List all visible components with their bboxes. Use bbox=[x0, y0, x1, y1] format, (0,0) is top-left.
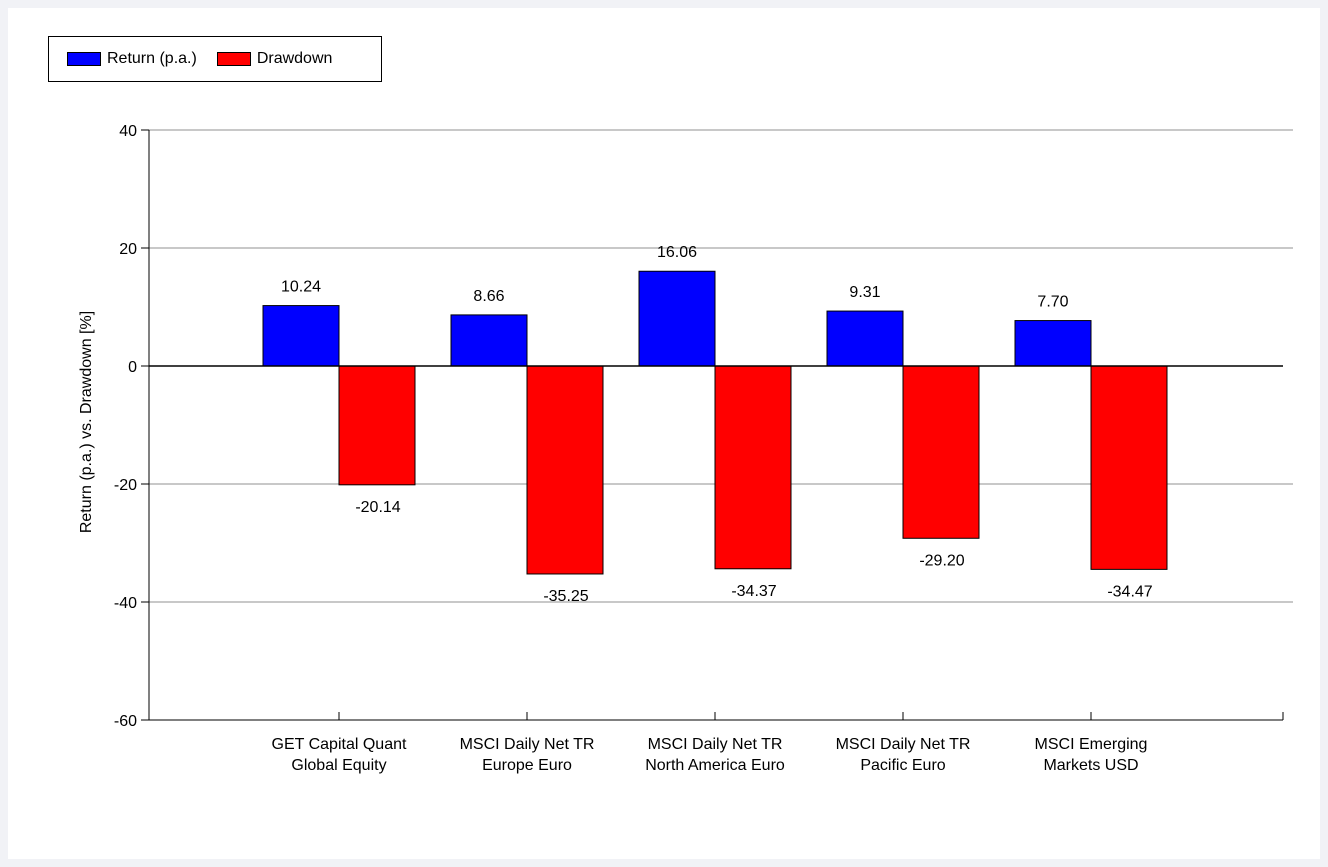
data-label-return-2: 16.06 bbox=[657, 244, 697, 261]
y-tick-label: -40 bbox=[114, 595, 137, 612]
legend: Return (p.a.) Drawdown bbox=[48, 36, 382, 82]
data-label-return-4: 7.70 bbox=[1037, 294, 1068, 311]
bar-return-3 bbox=[826, 310, 904, 367]
x-tick-label-line: Markets USD bbox=[1043, 757, 1138, 774]
x-tick-label-line: GET Capital Quant bbox=[272, 736, 407, 753]
legend-swatch-return bbox=[67, 52, 101, 66]
data-label-return-3: 9.31 bbox=[849, 284, 880, 301]
x-tick-label-line: North America Euro bbox=[645, 757, 785, 774]
data-label-drawdown-1: -35.25 bbox=[543, 588, 588, 605]
y-tick-label: -20 bbox=[114, 477, 137, 494]
data-label-drawdown-2: -34.37 bbox=[731, 583, 776, 600]
data-label-drawdown-4: -34.47 bbox=[1107, 583, 1152, 600]
x-tick-label-line: MSCI Daily Net TR bbox=[460, 736, 595, 753]
x-tick-label-line: MSCI Emerging bbox=[1035, 736, 1148, 753]
bar-drawdown-0 bbox=[338, 365, 416, 486]
x-tick-label-4: MSCI Emerging Markets USD bbox=[1035, 736, 1148, 774]
data-labels: 10.24 -20.14 8.66 -35.25 16.06 -34.37 9.31 -29.… bbox=[281, 244, 1153, 605]
x-tick-label-line: Europe Euro bbox=[482, 757, 572, 774]
bar-drawdown-4 bbox=[1090, 365, 1168, 570]
y-tick-label: 0 bbox=[128, 359, 137, 376]
bar-return-1 bbox=[450, 314, 528, 367]
y-tick-label: -60 bbox=[114, 713, 137, 730]
x-tick-label-2: MSCI Daily Net TR North America Euro bbox=[645, 736, 785, 774]
x-tick-label-line: MSCI Daily Net TR bbox=[648, 736, 783, 753]
data-label-return-1: 8.66 bbox=[473, 288, 504, 305]
data-label-return-0: 10.24 bbox=[281, 279, 321, 296]
x-tick-label-0: GET Capital Quant Global Equity bbox=[272, 736, 407, 774]
x-tick-label-line: MSCI Daily Net TR bbox=[836, 736, 971, 753]
legend-label-drawdown: Drawdown bbox=[256, 50, 333, 67]
bar-drawdown-1 bbox=[526, 365, 604, 575]
bar-drawdown-3 bbox=[902, 365, 980, 539]
data-label-drawdown-3: -29.20 bbox=[919, 552, 964, 569]
bar-return-0 bbox=[262, 305, 340, 367]
x-tick-label-1: MSCI Daily Net TR Europe Euro bbox=[460, 736, 595, 774]
y-tick-label: 40 bbox=[119, 123, 137, 140]
x-tick-label-3: MSCI Daily Net TR Pacific Euro bbox=[836, 736, 971, 774]
bar-drawdown-2 bbox=[714, 365, 792, 570]
y-axis-label: Return (p.a.) vs. Drawdown [%] bbox=[78, 311, 95, 533]
bars bbox=[262, 270, 1168, 575]
legend-label-return: Return (p.a.) bbox=[107, 50, 197, 67]
data-label-drawdown-0: -20.14 bbox=[355, 499, 400, 516]
legend-swatch-drawdown bbox=[216, 52, 251, 66]
x-tick-label-line: Pacific Euro bbox=[860, 757, 945, 774]
y-tick-label: 20 bbox=[119, 241, 137, 258]
bar-return-2 bbox=[638, 270, 716, 367]
x-tick-label-line: Global Equity bbox=[291, 757, 386, 774]
legend-item-return: Return (p.a.) bbox=[67, 50, 197, 68]
bar-return-4 bbox=[1014, 320, 1092, 367]
legend-item-drawdown: Drawdown bbox=[216, 50, 333, 68]
axes: -60 -40 -20 0 20 40 GET Capital Quant Global Eq… bbox=[114, 123, 1284, 774]
